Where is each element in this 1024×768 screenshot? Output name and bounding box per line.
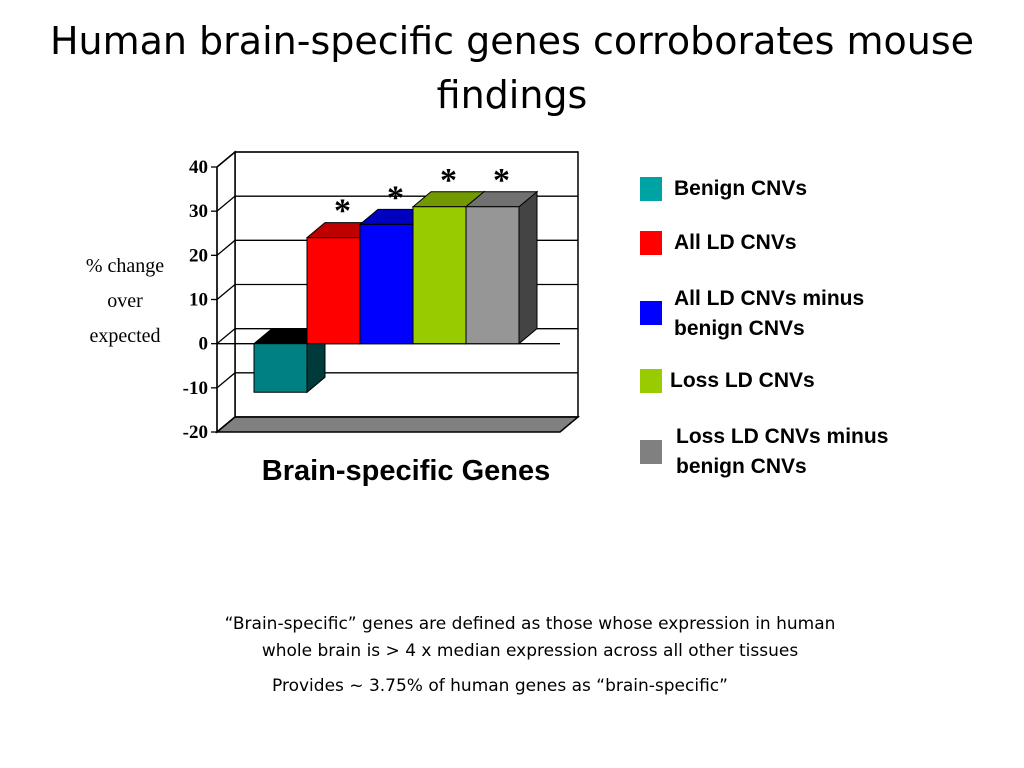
legend-label-all-ld-minus-benign: All LD CNVs minus benign CNVs xyxy=(674,284,864,344)
legend-label-all-ld-cnvs: All LD CNVs xyxy=(674,231,797,254)
legend-swatch-benign-cnvs xyxy=(640,177,662,201)
significance-star: * xyxy=(493,162,510,199)
legend-label-loss-ld-cnvs: Loss LD CNVs xyxy=(670,369,815,392)
legend-swatch-loss-ld-cnvs xyxy=(640,369,662,393)
significance-star: * xyxy=(440,162,457,199)
gridline xyxy=(216,416,578,433)
y-axis-label-line-3: expected xyxy=(89,325,160,347)
y-tick-label: -20 xyxy=(183,422,208,443)
footnote-proportion: Provides ~ 3.75% of human genes as “brai… xyxy=(272,676,728,696)
legend-label-line: benign CNVs xyxy=(676,455,807,478)
legend-item-loss-ld-minus-benign: Loss LD CNVs minus benign CNVs xyxy=(640,425,888,482)
bar-side-face xyxy=(518,190,538,345)
bar-front-face xyxy=(253,343,308,393)
y-tick-label: 10 xyxy=(189,290,208,311)
bar-front-face xyxy=(465,206,520,345)
legend-swatch-loss-ld-minus-benign xyxy=(640,440,662,464)
bar-front-face xyxy=(412,206,467,345)
bar-front-face xyxy=(306,237,361,345)
legend-label-line: All LD CNVs minus xyxy=(674,287,865,310)
chart-floor xyxy=(214,416,581,433)
footnote-definition: “Brain-specific” genes are defined as th… xyxy=(160,611,900,665)
significance-markers: * * * * xyxy=(334,162,510,230)
legend-swatch-all-ld-cnvs xyxy=(640,231,662,255)
legend-label-benign-cnvs: Benign CNVs xyxy=(674,177,808,200)
legend-item-all-ld-cnvs: All LD CNVs xyxy=(640,231,797,258)
chart-bars xyxy=(252,190,539,394)
y-tick-label: -10 xyxy=(183,378,208,399)
legend-label-loss-ld-minus-benign: Loss LD CNVs minus benign CNVs xyxy=(676,422,888,482)
significance-star: * xyxy=(334,193,351,230)
y-axis-ticks: 40 30 20 10 0 -10 -20 xyxy=(183,157,218,443)
gridline xyxy=(216,372,578,389)
legend-item-loss-ld-cnvs: Loss LD CNVs xyxy=(640,369,815,396)
x-axis-label: Brain-specific Genes xyxy=(262,455,551,487)
legend-item-all-ld-minus-benign: All LD CNVs minus benign CNVs xyxy=(640,287,864,344)
y-tick-label: 20 xyxy=(189,245,208,266)
legend-item-benign-cnvs: Benign CNVs xyxy=(640,177,807,204)
slide-title: Human brain-specific genes corroborates … xyxy=(49,19,975,117)
y-tick-label: 40 xyxy=(189,157,208,178)
bar-front-face xyxy=(359,223,414,345)
legend-swatch-all-ld-minus-benign xyxy=(640,301,662,325)
y-tick-label: 30 xyxy=(189,201,208,222)
bar-5 xyxy=(464,190,539,345)
footnote-definition-line-1: “Brain-specific” genes are defined as th… xyxy=(224,614,836,634)
gridline xyxy=(216,151,578,168)
y-axis-label-line-1: % change xyxy=(86,255,164,277)
y-axis-label-line-2: over xyxy=(107,290,143,312)
legend-label-line: benign CNVs xyxy=(674,317,805,340)
footnote-definition-line-2: whole brain is > 4 x median expression a… xyxy=(261,641,799,661)
y-tick-label: 0 xyxy=(199,334,209,355)
significance-star: * xyxy=(387,179,404,216)
legend-label-line: Loss LD CNVs minus xyxy=(676,425,889,448)
